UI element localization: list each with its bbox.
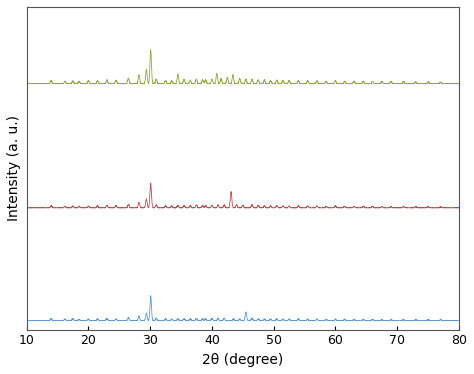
X-axis label: 2θ (degree): 2θ (degree) — [202, 353, 283, 367]
Y-axis label: Intensity (a. u.): Intensity (a. u.) — [7, 115, 21, 221]
